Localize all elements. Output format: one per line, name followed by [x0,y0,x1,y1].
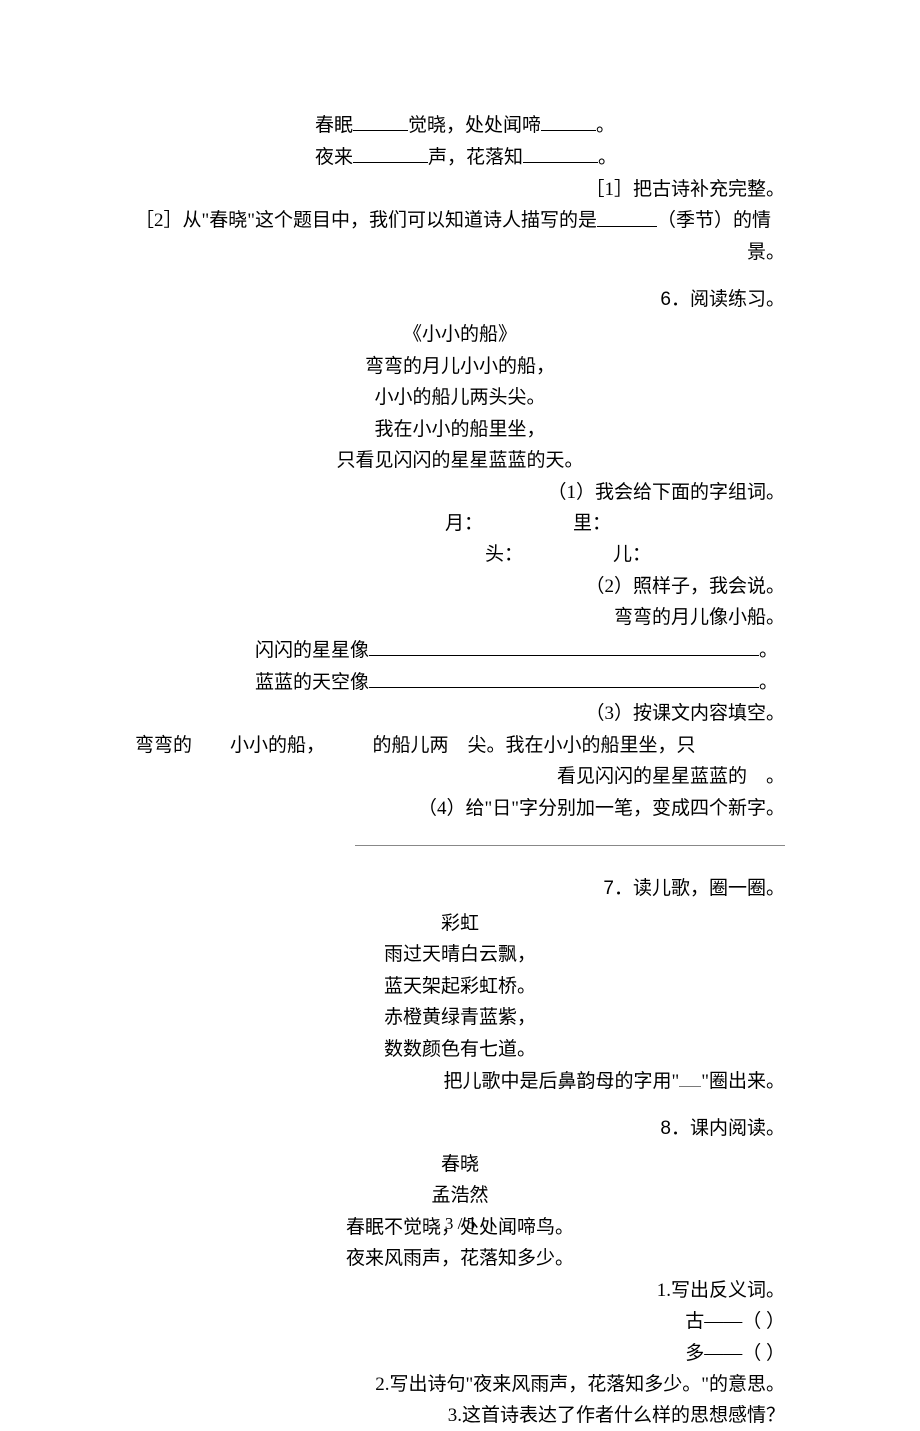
s6-f2end: 。 [759,672,778,693]
s6-q3-text: 弯弯的 小小的船， 的船儿两 尖。我在小小的船里坐，只 [135,731,785,760]
poem1-l1a: 春眠 [315,115,353,136]
q5-2a: ［2］从"春晓"这个题目中，我们可以知道诗人描写的是 [135,206,597,235]
q5-2-row2: 景。 [135,238,785,267]
blank [353,142,428,163]
q5-1: ［1］把古诗补充完整。 [135,175,785,204]
s6-fill2: 蓝蓝的天空像 。 [135,667,785,697]
s6-q4: （4）给"日"字分别加一笔，变成四个新字。 [135,794,785,823]
s8-title: 春晓 [135,1150,785,1179]
s6-q3-text2: 看见闪闪的星星蓝蓝的 。 [135,762,785,791]
s6-f1: 闪闪的星星像 [255,640,369,661]
blank [597,206,657,227]
s7-p2: 蓝天架起彩虹桥。 [135,972,785,1001]
s6-title: 《小小的船》 [135,320,785,349]
page-number: 3 / 5 [135,1211,785,1237]
s8-q1a: 古——（ ） [135,1307,785,1336]
s6-w1: 月： [445,509,483,538]
s6-q3t2: 小小的船， [230,735,325,756]
s6-fill1: 闪闪的星星像 。 [135,635,785,665]
q5-2b: （季节）的情 [657,206,771,235]
section7-heading: 7．读儿歌，圈一圈。 [135,874,785,903]
poem1-l1b: 觉晓，处处闻啼 [408,115,541,136]
s7-p1: 雨过天晴白云飘， [135,940,785,969]
s8-q1b: 多——（ ） [135,1339,785,1368]
s6-q3t5: 看见闪闪的星星蓝蓝的 [557,766,747,787]
blank [523,142,598,163]
s6-words-row2: 头： 儿： [135,540,785,569]
s7-title: 彩虹 [135,909,785,938]
blank [541,110,596,131]
s6-q3t1: 弯弯的 [135,735,192,756]
blank [355,825,785,846]
s7-p4: 数数颜色有七道。 [135,1035,785,1064]
s8-q1: 1.写出反义词。 [135,1276,785,1305]
s8-author: 孟浩然 [135,1181,785,1210]
s6-q1: （1）我会给下面的字组词。 [135,478,785,507]
poem1-line1: 春眠 觉晓，处处闻啼 。 [135,110,785,140]
s7-qa: 把儿歌中是后鼻韵母的字用" [443,1071,679,1092]
poem1-line2: 夜来 声，花落知 。 [135,142,785,172]
s6-w3: 头： [485,540,523,569]
s7-q: 把儿歌中是后鼻韵母的字用" "圈出来。 [135,1066,785,1096]
s8-p2: 夜来风雨声，花落知多少。 [135,1244,785,1273]
s6-w2: 里： [573,509,611,538]
s7-qb: "圈出来。 [701,1071,785,1092]
s6-q3: （3）按课文内容填空。 [135,699,785,728]
s6-w4: 儿： [613,540,651,569]
s6-p1: 弯弯的月儿小小的船， [135,352,785,381]
poem1-l2c: 。 [598,147,617,168]
s6-f1end: 。 [759,640,778,661]
s6-p3: 我在小小的船里坐， [135,415,785,444]
poem1-l2b: 声，花落知 [428,147,523,168]
q5-2-row1: ［2］从"春晓"这个题目中，我们可以知道诗人描写的是 （季节）的情 [135,206,785,235]
s8-q2: 2.写出诗句"夜来风雨声，花落知多少。"的意思。 [135,1370,785,1399]
s6-q3t6: 。 [766,766,785,787]
blank [679,1066,701,1087]
s6-q2: （2）照样子，我会说。 [135,572,785,601]
s7-p3: 赤橙黄绿青蓝紫， [135,1003,785,1032]
poem1-l2a: 夜来 [315,147,353,168]
blank [369,667,759,688]
poem1-l1c: 。 [596,115,615,136]
s6-q4-blank [135,825,785,855]
section8-heading: 8．课内阅读。 [135,1114,785,1143]
section6-heading: 6．阅读练习。 [135,285,785,314]
blank [369,635,759,656]
s6-p2: 小小的船儿两头尖。 [135,383,785,412]
s6-p4: 只看见闪闪的星星蓝蓝的天。 [135,446,785,475]
s6-words-row1: 月： 里： [135,509,785,538]
s6-ex: 弯弯的月儿像小船。 [135,603,785,632]
s6-q3t3: 的船儿两 [373,735,449,756]
s6-f2: 蓝蓝的天空像 [255,672,369,693]
blank [353,110,408,131]
s8-q3: 3.这首诗表达了作者什么样的思想感情？ [135,1401,785,1430]
s6-q3t4: 尖。我在小小的船里坐，只 [468,735,696,756]
